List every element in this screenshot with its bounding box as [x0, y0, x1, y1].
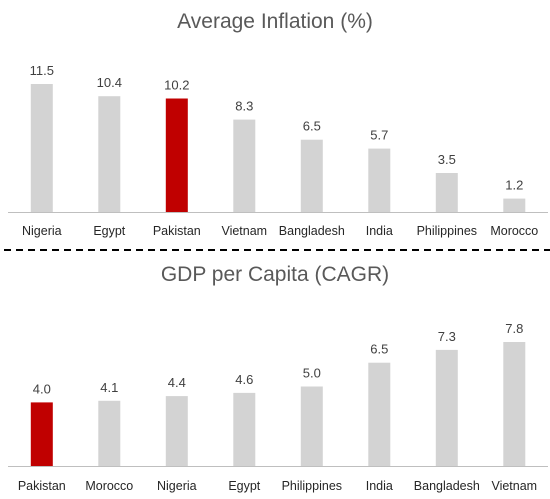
- inflation-bar-philippines: [435, 173, 458, 212]
- gdp-bars: [30, 342, 526, 466]
- gdp-value-label-philippines: 5.0: [303, 366, 321, 381]
- inflation-bar-india: [368, 148, 391, 212]
- gdp-tick-label-morocco: Morocco: [85, 479, 133, 493]
- inflation-data-labels: 11.5 10.4 10.2 8.3 6.5 5.7 3.5 1.2: [30, 63, 524, 193]
- gdp-tick-label-india: India: [366, 479, 393, 493]
- inflation-tick-labels: Nigeria Egypt Pakistan Vietnam Bangladesh Ind…: [22, 224, 538, 238]
- gdp-tick-label-egypt: Egypt: [228, 479, 260, 493]
- gdp-tick-label-pakistan: Pakistan: [18, 479, 66, 493]
- gdp-value-label-pakistan: 4.0: [33, 381, 51, 396]
- inflation-tick-label-egypt: Egypt: [93, 224, 125, 238]
- gdp-bar-egypt: [233, 392, 256, 466]
- inflation-bar-pakistan: [165, 98, 188, 212]
- inflation-value-label-egypt: 10.4: [97, 75, 122, 90]
- gdp-bar-morocco: [98, 400, 121, 466]
- inflation-tick-label-bangladesh: Bangladesh: [279, 224, 345, 238]
- inflation-value-label-philippines: 3.5: [438, 152, 456, 167]
- gdp-tick-label-vietnam: Vietnam: [491, 479, 537, 493]
- inflation-tick-label-pakistan: Pakistan: [153, 224, 201, 238]
- inflation-tick-label-vietnam: Vietnam: [221, 224, 267, 238]
- gdp-tick-label-philippines: Philippines: [282, 479, 342, 493]
- gdp-chart-title: GDP per Capita (CAGR): [161, 263, 389, 286]
- inflation-tick-label-india: India: [366, 224, 393, 238]
- gdp-tick-label-nigeria: Nigeria: [157, 479, 197, 493]
- inflation-tick-label-philippines: Philippines: [417, 224, 477, 238]
- gdp-chart: GDP per Capita (CAGR) 4.0 4.1 4.4 4.6 5.0 6.5…: [8, 263, 548, 493]
- inflation-bar-morocco: [503, 198, 526, 212]
- inflation-tick-label-morocco: Morocco: [490, 224, 538, 238]
- gdp-value-label-egypt: 4.6: [235, 372, 253, 387]
- gdp-value-label-vietnam: 7.8: [505, 321, 523, 336]
- inflation-bar-nigeria: [30, 84, 53, 212]
- gdp-bar-pakistan: [30, 402, 53, 466]
- gdp-data-labels: 4.0 4.1 4.4 4.6 5.0 6.5 7.3 7.8: [33, 321, 524, 396]
- inflation-value-label-pakistan: 10.2: [164, 78, 189, 93]
- inflation-value-label-morocco: 1.2: [505, 178, 523, 193]
- gdp-bar-vietnam: [503, 342, 526, 466]
- inflation-value-label-nigeria: 11.5: [30, 63, 54, 78]
- inflation-value-label-bangladesh: 6.5: [303, 119, 321, 134]
- gdp-tick-labels: Pakistan Morocco Nigeria Egypt Philippines In…: [18, 479, 537, 493]
- gdp-value-label-india: 6.5: [370, 342, 388, 357]
- inflation-bar-bangladesh: [300, 139, 323, 212]
- gdp-bar-philippines: [300, 386, 323, 466]
- inflation-bar-egypt: [98, 96, 121, 212]
- gdp-value-label-bangladesh: 7.3: [438, 329, 456, 344]
- gdp-bar-india: [368, 362, 391, 466]
- inflation-value-label-vietnam: 8.3: [235, 99, 253, 114]
- inflation-chart: Average Inflation (%) 11.5 10.4 10.2 8.3 6.5…: [8, 10, 548, 238]
- gdp-bar-nigeria: [165, 396, 188, 466]
- inflation-tick-label-nigeria: Nigeria: [22, 224, 62, 238]
- inflation-chart-title: Average Inflation (%): [177, 10, 373, 33]
- inflation-bars: [30, 84, 526, 212]
- gdp-tick-label-bangladesh: Bangladesh: [414, 479, 480, 493]
- inflation-value-label-india: 5.7: [370, 128, 388, 143]
- inflation-bar-vietnam: [233, 119, 256, 212]
- gdp-value-label-morocco: 4.1: [100, 380, 118, 395]
- gdp-value-label-nigeria: 4.4: [168, 375, 186, 390]
- gdp-bar-bangladesh: [435, 349, 458, 466]
